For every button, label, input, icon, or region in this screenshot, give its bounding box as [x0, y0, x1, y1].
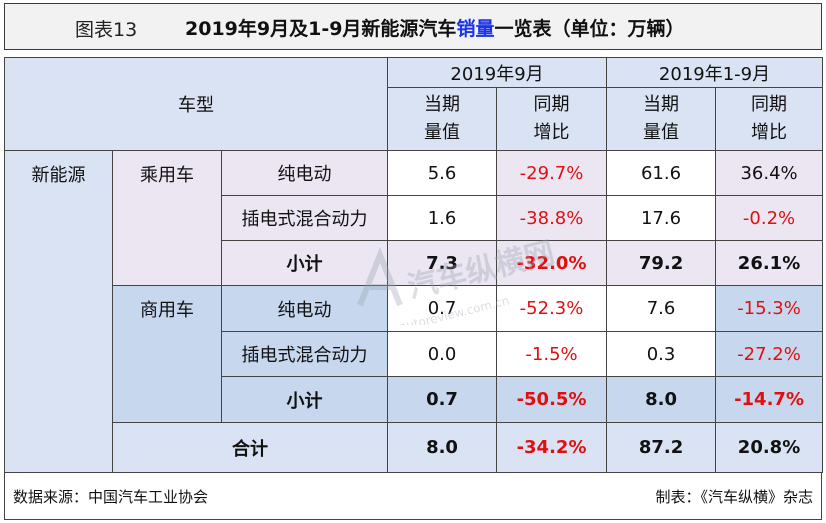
table-row: 小计 7.3 -32.0% 79.2 26.1%: [5, 240, 824, 286]
cell-yoy: 26.1%: [715, 240, 824, 286]
cell-yoy: -29.7%: [496, 150, 608, 196]
cell-yoy: -15.3%: [715, 285, 824, 332]
header-sep-current: 当期 量值: [387, 87, 498, 151]
type-bev: 纯电动: [220, 150, 389, 196]
cell-yoy: -52.3%: [496, 285, 608, 332]
cell-yoy: 36.4%: [715, 150, 824, 196]
type-bev: 纯电动: [220, 285, 389, 332]
cell-value: 0.0: [387, 331, 498, 377]
cell-yoy: 20.8%: [715, 422, 824, 473]
page-title: 2019年9月及1-9月新能源汽车销量一览表（单位：万辆）: [185, 14, 684, 41]
cell-yoy: -0.2%: [715, 195, 824, 241]
type-phev: 插电式混合动力: [220, 331, 389, 377]
cell-value: 8.0: [606, 376, 717, 423]
cell-value: 0.7: [387, 376, 498, 423]
header-period-sep: 2019年9月: [387, 57, 608, 88]
data-source: 数据来源：中国汽车工业协会: [13, 488, 209, 506]
header-ytd-yoy: 同期 增比: [715, 87, 824, 151]
header-line: 同期: [751, 94, 788, 115]
total-label: 合计: [111, 422, 389, 473]
cell-yoy: -34.2%: [496, 422, 608, 473]
subtotal-label: 小计: [220, 240, 389, 286]
group-commercial: 商用车: [112, 285, 222, 423]
group-nev: 新能源: [4, 150, 113, 473]
table-row: 新能源 乘用车 纯电动 5.6 -29.7% 61.6 36.4%: [4, 150, 824, 473]
table-row: 商用车 纯电动 0.7 -52.3% 7.6 -15.3%: [5, 285, 824, 423]
cell-yoy: -38.8%: [496, 195, 608, 241]
header-line: 当期: [643, 94, 680, 115]
cell-yoy: -1.5%: [496, 331, 608, 377]
cell-value: 79.2: [606, 240, 717, 286]
title-text-post: 一览表（单位：万辆）: [494, 18, 685, 40]
cell-value: 7.3: [387, 240, 498, 286]
footer: 数据来源：中国汽车工业协会 制表：《汽车纵横》杂志: [4, 472, 822, 520]
cell-value: 8.0: [387, 422, 498, 473]
cell-yoy: -32.0%: [496, 240, 608, 286]
cell-yoy: -27.2%: [715, 331, 824, 377]
header-line: 当期: [424, 94, 461, 115]
table-row: 插电式混合动力 0.0 -1.5% 0.3 -27.2%: [5, 331, 824, 377]
header-line: 量值: [424, 122, 461, 143]
group-passenger: 乘用车: [112, 150, 222, 286]
header-ytd-current: 当期 量值: [606, 87, 717, 151]
header-line: 同期: [533, 94, 570, 115]
table-row: 合计 8.0 -34.2% 87.2 20.8%: [5, 422, 824, 473]
title-bar: 图表13 2019年9月及1-9月新能源汽车销量一览表（单位：万辆）: [4, 3, 822, 50]
cell-value: 7.6: [606, 285, 717, 332]
header-period-ytd: 2019年1-9月: [606, 57, 824, 88]
header-line: 增比: [533, 122, 570, 143]
type-phev: 插电式混合动力: [220, 195, 389, 241]
table-row: 插电式混合动力 1.6 -38.8% 17.6 -0.2%: [5, 195, 824, 241]
cell-value: 1.6: [387, 195, 498, 241]
header-line: 增比: [751, 122, 788, 143]
header-model: 车型: [3, 57, 389, 151]
sales-table: 车型 2019年9月 2019年1-9月 当期量值 同期增比 当期量值 同期增比…: [3, 57, 824, 473]
subtotal-label: 小计: [220, 376, 389, 423]
table-maker: 制表：《汽车纵横》杂志: [655, 488, 813, 506]
table-row: 小计 0.7 -50.5% 8.0 -14.7%: [5, 376, 824, 423]
cell-value: 61.6: [606, 150, 717, 196]
cell-value: 5.6: [387, 150, 498, 196]
header-line: 量值: [643, 122, 680, 143]
cell-value: 0.3: [606, 331, 717, 377]
cell-yoy: -50.5%: [496, 376, 608, 423]
cell-value: 87.2: [606, 422, 717, 473]
title-text-highlight: 销量: [456, 18, 495, 40]
title-text-pre: 2019年9月及1-9月新能源汽车: [185, 18, 457, 40]
cell-yoy: -14.7%: [715, 376, 824, 423]
cell-value: 0.7: [387, 285, 498, 332]
cell-value: 17.6: [606, 195, 717, 241]
figure-label: 图表13: [75, 19, 138, 41]
header-sep-yoy: 同期 增比: [496, 87, 608, 151]
